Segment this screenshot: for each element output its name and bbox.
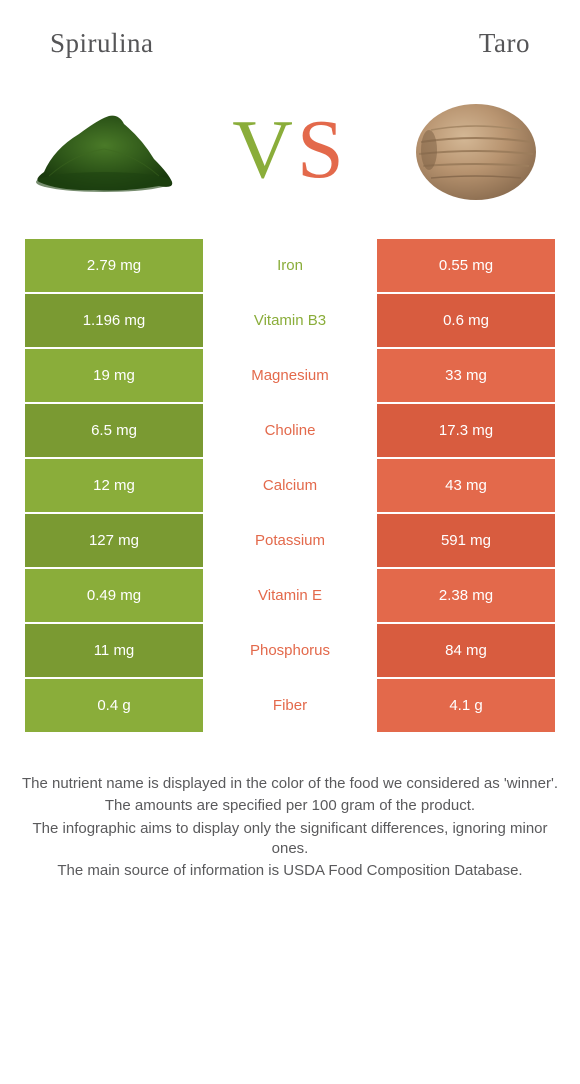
footer-line-3: The infographic aims to display only the… <box>16 819 564 860</box>
footer-line-2: The amounts are specified per 100 gram o… <box>16 796 564 816</box>
nutrient-name: Magnesium <box>203 349 377 402</box>
right-value: 43 mg <box>377 459 555 512</box>
left-value: 1.196 mg <box>25 294 203 347</box>
images-row: VS <box>0 69 580 237</box>
right-food-title: Taro <box>479 28 530 59</box>
table-row: 6.5 mgCholine17.3 mg <box>25 402 555 457</box>
comparison-table: 2.79 mgIron0.55 mg1.196 mgVitamin B30.6 … <box>25 237 555 732</box>
right-value: 33 mg <box>377 349 555 402</box>
right-value: 2.38 mg <box>377 569 555 622</box>
taro-image <box>396 89 556 209</box>
left-value: 2.79 mg <box>25 239 203 292</box>
right-value: 591 mg <box>377 514 555 567</box>
table-row: 12 mgCalcium43 mg <box>25 457 555 512</box>
table-row: 0.4 gFiber4.1 g <box>25 677 555 732</box>
right-value: 0.55 mg <box>377 239 555 292</box>
header: Spirulina Taro <box>0 0 580 69</box>
left-value: 19 mg <box>25 349 203 402</box>
nutrient-name: Iron <box>203 239 377 292</box>
nutrient-name: Potassium <box>203 514 377 567</box>
nutrient-name: Vitamin E <box>203 569 377 622</box>
table-row: 19 mgMagnesium33 mg <box>25 347 555 402</box>
left-value: 0.49 mg <box>25 569 203 622</box>
left-value: 6.5 mg <box>25 404 203 457</box>
left-value: 12 mg <box>25 459 203 512</box>
left-value: 0.4 g <box>25 679 203 732</box>
table-row: 11 mgPhosphorus84 mg <box>25 622 555 677</box>
table-row: 127 mgPotassium591 mg <box>25 512 555 567</box>
vs-v-letter: V <box>232 103 297 196</box>
right-value: 84 mg <box>377 624 555 677</box>
nutrient-name: Fiber <box>203 679 377 732</box>
vs-label: VS <box>232 101 347 198</box>
vs-s-letter: S <box>297 103 348 196</box>
left-food-title: Spirulina <box>50 28 154 59</box>
table-row: 2.79 mgIron0.55 mg <box>25 237 555 292</box>
nutrient-name: Calcium <box>203 459 377 512</box>
table-row: 0.49 mgVitamin E2.38 mg <box>25 567 555 622</box>
left-value: 11 mg <box>25 624 203 677</box>
right-value: 17.3 mg <box>377 404 555 457</box>
footer-line-1: The nutrient name is displayed in the co… <box>16 774 564 794</box>
left-value: 127 mg <box>25 514 203 567</box>
spirulina-image <box>24 89 184 209</box>
footer-line-4: The main source of information is USDA F… <box>16 861 564 881</box>
nutrient-name: Phosphorus <box>203 624 377 677</box>
right-value: 0.6 mg <box>377 294 555 347</box>
right-value: 4.1 g <box>377 679 555 732</box>
footer-notes: The nutrient name is displayed in the co… <box>0 774 580 881</box>
table-row: 1.196 mgVitamin B30.6 mg <box>25 292 555 347</box>
nutrient-name: Choline <box>203 404 377 457</box>
nutrient-name: Vitamin B3 <box>203 294 377 347</box>
